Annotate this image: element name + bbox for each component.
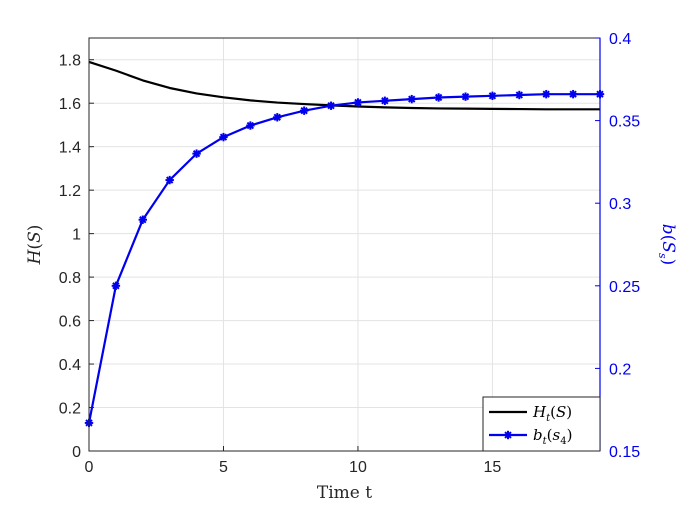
left-tick-label: 1.4 (59, 140, 81, 157)
grid-lines (88, 38, 600, 452)
data-point-marker (326, 101, 336, 110)
legend-box (482, 396, 601, 452)
left-tick-label: 1 (72, 227, 81, 244)
left-tick-label: 1.2 (59, 183, 81, 200)
data-point-marker (488, 91, 497, 101)
data-point-marker (542, 89, 551, 99)
plot-frame (88, 37, 601, 452)
series-line-1 (87, 93, 600, 424)
data-point-marker (246, 121, 255, 130)
series-line-0 (88, 60, 600, 111)
left-tick-label: 0.6 (59, 314, 81, 331)
right-tick-label: 0.35 (609, 114, 640, 131)
tick-layer: 0 5 10 15 0 0.2 0.4 0.6 0.8 1 1.2 1.4 1.6 1.8 0.15 0.2 0… (59, 31, 640, 476)
legend: Ht(S) bt(s4) (482, 396, 601, 452)
data-point-marker (299, 106, 309, 115)
x-axis-label: Time t (317, 483, 372, 503)
data-point-marker (165, 175, 174, 185)
data-point-marker (407, 94, 416, 104)
x-tick-label: 0 (85, 459, 94, 476)
data-point-marker (273, 113, 282, 122)
data-point-marker (219, 132, 228, 142)
right-tick-label: 0.2 (609, 361, 631, 378)
left-tick-label: 1.6 (59, 96, 81, 113)
data-point-marker (568, 89, 578, 99)
left-y-axis-label: H(S) (25, 225, 45, 266)
right-tick-label: 0.4 (609, 31, 631, 48)
left-tick-label: 0.8 (59, 270, 81, 287)
right-tick-label: 0.15 (609, 444, 640, 461)
left-tick-label: 0.4 (59, 357, 81, 374)
data-point-marker (434, 93, 443, 102)
x-tick-label: 15 (484, 459, 502, 476)
data-point-marker (380, 96, 390, 105)
right-y-axis-label: b(Ss) (656, 224, 677, 265)
left-tick-label: 1.8 (59, 53, 81, 70)
legend-label-b: bt(s4) (533, 426, 572, 447)
x-tick-label: 5 (219, 459, 228, 476)
data-point-marker (192, 149, 201, 158)
data-point-marker (461, 92, 470, 101)
right-tick-label: 0.25 (609, 279, 640, 296)
legend-marker-asterisk (503, 430, 513, 440)
data-point-marker (353, 98, 363, 107)
left-tick-label: 0.2 (59, 401, 81, 418)
legend-label-h: Ht(S) (532, 403, 572, 424)
right-tick-label: 0.3 (609, 196, 631, 213)
data-point-marker (515, 90, 524, 100)
x-tick-label: 10 (349, 459, 367, 476)
data-point-marker (111, 281, 121, 290)
legend-marker-b (503, 430, 513, 440)
left-tick-label: 0 (72, 444, 81, 461)
data-point-marker (138, 215, 147, 224)
series-layer (84, 60, 605, 428)
